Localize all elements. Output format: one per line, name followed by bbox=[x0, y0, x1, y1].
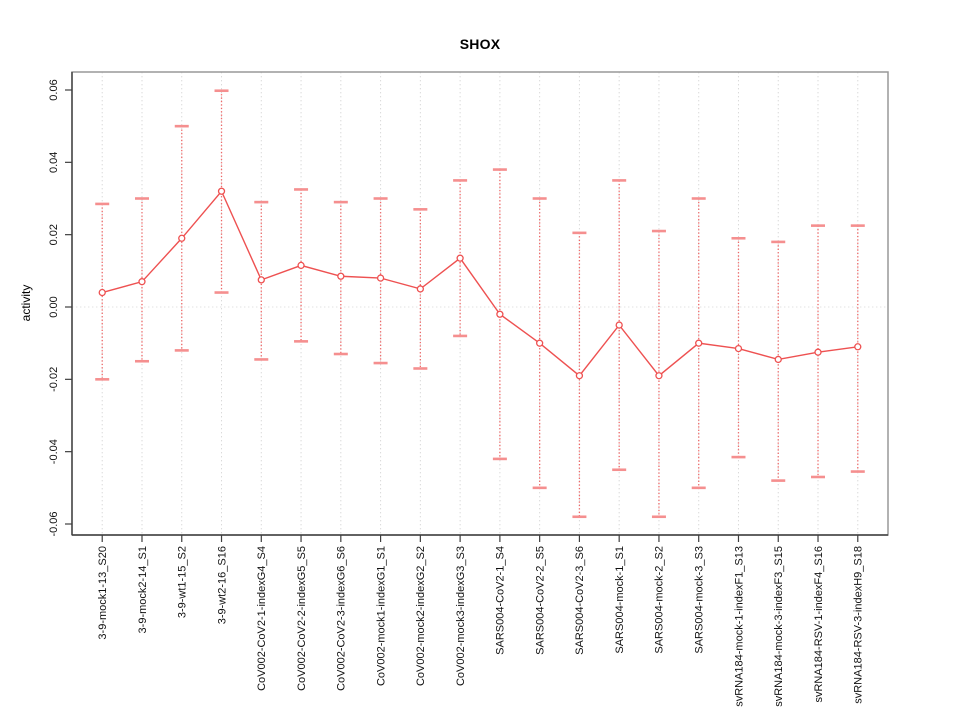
y-axis-ticks: -0.06 -0.04 -0.02 0.00 0.02 0.04 0.06 bbox=[48, 79, 72, 537]
data-point-marker bbox=[456, 254, 464, 262]
x-tick-label: SARS004-mock-2_S2 bbox=[654, 546, 666, 654]
data-point-marker bbox=[178, 234, 186, 242]
x-tick-label: CoV002-mock3-indexG3_S3 bbox=[455, 546, 467, 686]
data-point-marker bbox=[98, 288, 106, 297]
x-tick-label: SARS004-mock-3_S3 bbox=[694, 546, 706, 654]
y-tick-label: 0.00 bbox=[48, 296, 60, 317]
chart-title: SHOX bbox=[459, 36, 501, 52]
data-point-marker bbox=[416, 285, 425, 293]
data-point-marker bbox=[854, 343, 862, 351]
data-points bbox=[98, 187, 862, 380]
data-point-marker bbox=[655, 372, 663, 380]
x-tick-label: 3-9-mock1-13_S20 bbox=[97, 546, 109, 640]
axes bbox=[71, 72, 888, 536]
x-tick-label: 3-9-mock2-14_S1 bbox=[137, 546, 149, 633]
data-point-marker bbox=[257, 276, 265, 284]
y-tick-label: 0.06 bbox=[48, 79, 60, 100]
x-tick-label: svRNA184-RSV-1-indexF4_S16 bbox=[813, 546, 825, 703]
x-tick-label: SARS004-CoV2-2_S5 bbox=[534, 546, 546, 655]
data-point-marker bbox=[535, 339, 544, 347]
y-tick-label: 0.04 bbox=[48, 152, 60, 173]
data-point-marker bbox=[217, 187, 226, 195]
series-line bbox=[102, 189, 858, 377]
x-tick-label: svRNA184-mock-1-indexF1_S13 bbox=[733, 546, 745, 707]
plot-box bbox=[71, 71, 889, 536]
data-point-marker bbox=[695, 339, 703, 347]
y-tick-label: 0.02 bbox=[48, 224, 60, 245]
y-tick-label: -0.06 bbox=[48, 511, 60, 536]
x-tick-label: CoV002-mock2-indexG2_S2 bbox=[415, 546, 427, 686]
x-tick-label: CoV002-CoV2-2-indexG5_S5 bbox=[296, 546, 308, 691]
gridlines bbox=[72, 72, 888, 535]
data-point-marker bbox=[337, 272, 345, 280]
data-point-marker bbox=[814, 348, 822, 356]
series-polyline bbox=[102, 189, 858, 377]
error-bars bbox=[95, 89, 865, 519]
data-point-marker bbox=[774, 355, 782, 364]
x-tick-label: SARS004-mock-1_S1 bbox=[614, 546, 626, 654]
data-point-marker bbox=[575, 372, 584, 380]
x-tick-label: CoV002-mock1-indexG1_S1 bbox=[375, 546, 387, 686]
x-tick-label: svRNA184-mock-3-indexF3_S15 bbox=[773, 546, 785, 707]
y-tick-label: -0.02 bbox=[48, 367, 60, 392]
data-point-marker bbox=[496, 310, 504, 318]
x-tick-label: CoV002-CoV2-1-indexG4_S4 bbox=[256, 546, 268, 691]
x-tick-label: 3-9-wt2-16_S16 bbox=[216, 546, 228, 624]
x-tick-label: SARS004-CoV2-3_S6 bbox=[574, 546, 586, 655]
x-tick-label: CoV002-CoV2-3-indexG6_S6 bbox=[336, 546, 348, 691]
data-point-marker bbox=[734, 344, 743, 353]
data-point-marker bbox=[138, 278, 146, 286]
x-axis-ticks: 3-9-mock1-13_S20 3-9-mock2-14_S1 3-9-wt1-1… bbox=[97, 535, 865, 707]
x-tick-label: svRNA184-RSV-3-indexH9_S18 bbox=[853, 546, 865, 704]
x-tick-label: 3-9-wt1-15_S2 bbox=[177, 546, 189, 618]
data-point-marker bbox=[376, 274, 385, 282]
data-point-marker bbox=[297, 261, 305, 270]
y-tick-label: -0.04 bbox=[48, 439, 60, 464]
data-point-marker bbox=[615, 321, 623, 329]
x-tick-label: SARS004-CoV2-1_S4 bbox=[495, 546, 507, 655]
